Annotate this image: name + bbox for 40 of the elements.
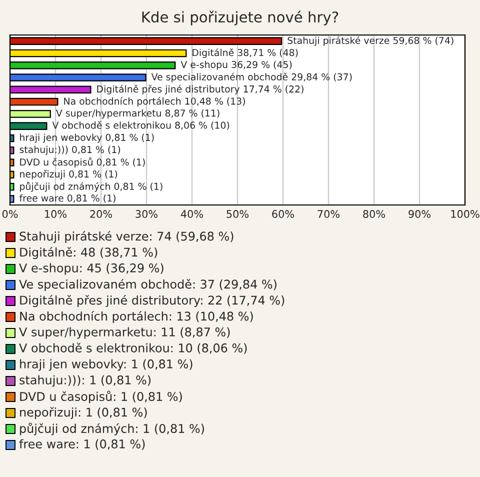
category-label: Digitálně 38,71 % (48) — [192, 48, 298, 58]
text: V obchodě s elektronikou: 10 (8,06 %) — [19, 342, 247, 354]
text: DVD u časopisů: 1 (0,81 %) — [20, 390, 182, 404]
text: V super/hypermarketu: 11 (8,87 %) — [19, 327, 230, 339]
category-label: stahuju:))) 0,81 % (1) — [20, 146, 120, 155]
text: Stahuji pirátské verze: 74 (59,68 %) — [20, 230, 234, 244]
text: free ware: 1 (0,81 %) — [19, 439, 145, 450]
x-tick-label: 20% — [90, 210, 112, 218]
text: Na obchodních portálech: 13 (10,48 %) — [20, 310, 253, 324]
text: nepořizuji: 1 (0,81 %) — [20, 406, 147, 420]
x-tick-label: 90% — [408, 210, 430, 218]
x-tick-label: 100% — [451, 210, 480, 218]
x-tick-label: 70% — [318, 210, 340, 218]
x-tick-label: 30% — [136, 210, 158, 218]
category-label: V e-shopu 36,29 % (45) — [180, 60, 292, 70]
chart-title: Kde si pořizujete nové hry? — [142, 10, 338, 26]
category-label: DVD u časopisů 0,81 % (1) — [20, 158, 145, 168]
text: Digitálně: 48 (38,71 %) — [20, 246, 158, 260]
text: Ve specializovaném obchodě: 37 (29,84 %) — [19, 278, 276, 292]
category-label: Ve specializovaném obchodě 29,84 % (37) — [151, 72, 352, 82]
text: V e-shopu: 45 (36,29 %) — [19, 263, 164, 275]
category-label: Digitálně přes jiné distributory 17,74 % (22) — [97, 84, 304, 94]
text: stahuju:))): 1 (0,81 %) — [20, 375, 151, 387]
text: hraji jen webovky: 1 (0,81 %) — [20, 359, 192, 371]
x-tick-label: 40% — [180, 210, 203, 218]
category-label: Stahuji pirátské verze 59,68 % (74) — [288, 36, 454, 46]
x-tick-label: 80% — [363, 210, 385, 218]
text: Digitálně přes jiné distributory: 22 (17,74 %) — [20, 294, 284, 308]
category-label: nepořizuji 0,81 % (1) — [20, 170, 118, 180]
category-label: V super/hypermarketu 8,87 % (11) — [56, 109, 220, 118]
x-tick-label: 60% — [272, 210, 294, 218]
category-label: hraji jen webovky 0,81 % (1) — [20, 134, 154, 143]
text: půjčuji od známých: 1 (0,81 %) — [20, 422, 204, 436]
x-tick-label: 50% — [226, 210, 248, 218]
category-label: V obchodě s elektronikou 8,06 % (10) — [52, 121, 230, 130]
x-tick-label: 0% — [2, 210, 18, 218]
category-label: Na obchodních portálech 10,48 % (13) — [64, 97, 245, 107]
category-label: půjčuji od známých 0,81 % (1) — [20, 182, 162, 192]
x-tick-label: 10% — [45, 210, 66, 218]
category-label: free ware 0,81 % (1) — [19, 194, 116, 203]
